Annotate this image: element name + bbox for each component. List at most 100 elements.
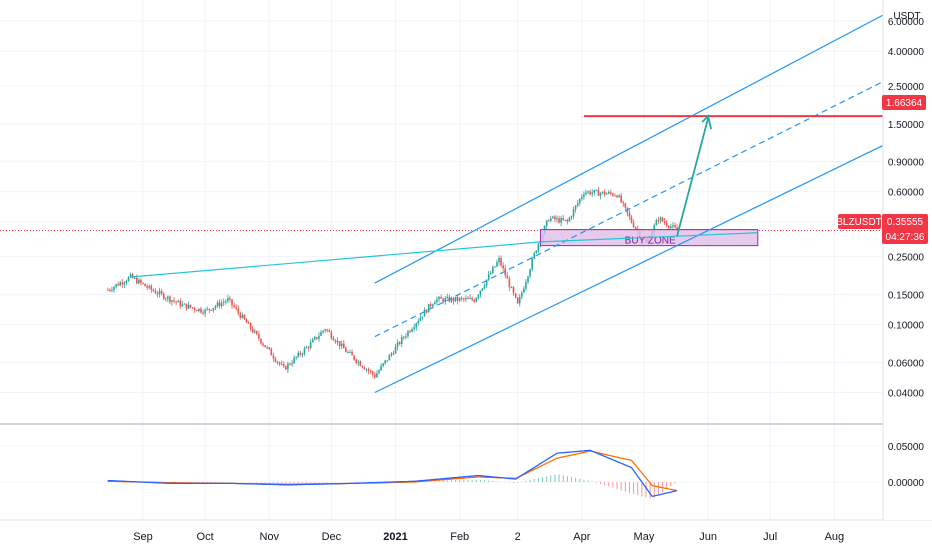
candle-body — [630, 216, 633, 223]
price-axis[interactable]: USDT 6.00000 4.00000 2.50000 1.50000 0.90000… — [882, 0, 932, 520]
price-axis-bg — [883, 0, 932, 520]
current-price-text: 0.35555 — [887, 217, 924, 228]
candle — [405, 333, 407, 340]
candle — [131, 272, 134, 279]
candle-body — [610, 192, 612, 194]
candle — [614, 193, 616, 197]
candle-body — [227, 297, 229, 302]
candle — [591, 189, 593, 197]
candle-body — [342, 343, 345, 349]
candle-body — [612, 193, 614, 196]
candle — [458, 297, 461, 303]
time-tick-label: Apr — [573, 531, 590, 543]
candle — [610, 189, 612, 196]
candle-body — [496, 262, 498, 267]
time-axis[interactable]: Sep Oct Nov Dec 2021 Feb 2 Apr May Jun Jul Aug — [133, 531, 844, 543]
candle — [498, 255, 500, 266]
candle — [175, 300, 177, 306]
candle — [436, 296, 438, 305]
candle — [156, 290, 159, 298]
candle — [181, 301, 184, 308]
candle — [549, 215, 552, 223]
candle — [229, 295, 231, 303]
candle — [574, 205, 577, 213]
price-tick-label: 0.60000 — [888, 188, 925, 199]
candle-body — [347, 352, 349, 354]
candle — [394, 343, 397, 354]
candle — [247, 320, 250, 324]
candle — [510, 286, 513, 289]
candle — [672, 222, 674, 230]
candle-body — [299, 352, 302, 355]
candle — [390, 351, 393, 358]
candle-body — [374, 374, 376, 378]
candle — [599, 192, 602, 200]
candle-body — [581, 196, 583, 199]
candle — [260, 338, 262, 346]
candle — [305, 345, 308, 349]
candle — [545, 220, 548, 230]
candle-body — [142, 282, 144, 284]
candle — [386, 360, 389, 363]
candle — [572, 206, 575, 220]
candle-body — [113, 286, 115, 290]
candle-body — [245, 319, 248, 323]
candle-body — [458, 298, 461, 301]
candle-body — [363, 367, 366, 370]
candle-body — [338, 340, 341, 347]
candle-body — [508, 278, 511, 288]
candle-body — [253, 330, 256, 333]
candle — [324, 328, 326, 333]
candle — [419, 314, 422, 322]
candle-body — [481, 288, 484, 291]
candle-body — [531, 258, 533, 270]
candle-body — [274, 358, 277, 362]
target-tag-text: 1.66364 — [886, 98, 923, 109]
candle-body — [208, 308, 211, 310]
candle — [125, 279, 128, 285]
candle-body — [514, 293, 517, 298]
candle — [398, 341, 401, 346]
time-tick-label: Oct — [197, 531, 214, 543]
candle-body — [353, 355, 355, 360]
candle — [164, 297, 167, 302]
macd-indicator[interactable] — [107, 449, 678, 499]
candle-body — [135, 277, 138, 284]
candle — [173, 297, 175, 304]
time-tick-label: 2021 — [383, 531, 407, 543]
candle-body — [479, 290, 482, 295]
candle-body — [256, 330, 258, 334]
candle-body — [591, 192, 593, 195]
candle — [547, 218, 550, 222]
candle-body — [309, 342, 312, 349]
candle-body — [235, 307, 237, 309]
candle-body — [138, 279, 140, 284]
candle — [624, 202, 627, 211]
candle — [115, 283, 117, 289]
candle-body — [204, 309, 206, 314]
candle — [533, 251, 536, 260]
candle-body — [506, 275, 509, 279]
candle — [605, 192, 608, 195]
candle-body — [411, 329, 413, 332]
candle-body — [386, 360, 389, 362]
candle-body — [241, 314, 244, 318]
candle-body — [355, 359, 358, 363]
candle-body — [483, 285, 486, 289]
candle — [411, 327, 413, 333]
candle-body — [262, 343, 264, 346]
candle-body — [618, 195, 620, 198]
candle — [353, 354, 355, 361]
drawings[interactable]: BUY ZONE — [0, 14, 884, 394]
candle — [162, 292, 165, 301]
candle-body — [438, 297, 440, 300]
candle — [429, 302, 432, 309]
candle — [367, 367, 370, 375]
candlesticks[interactable] — [107, 187, 678, 380]
candle — [152, 288, 155, 293]
candle-body — [218, 302, 221, 307]
time-tick-label: Jul — [763, 531, 777, 543]
price-tick-label: 0.10000 — [888, 321, 925, 332]
